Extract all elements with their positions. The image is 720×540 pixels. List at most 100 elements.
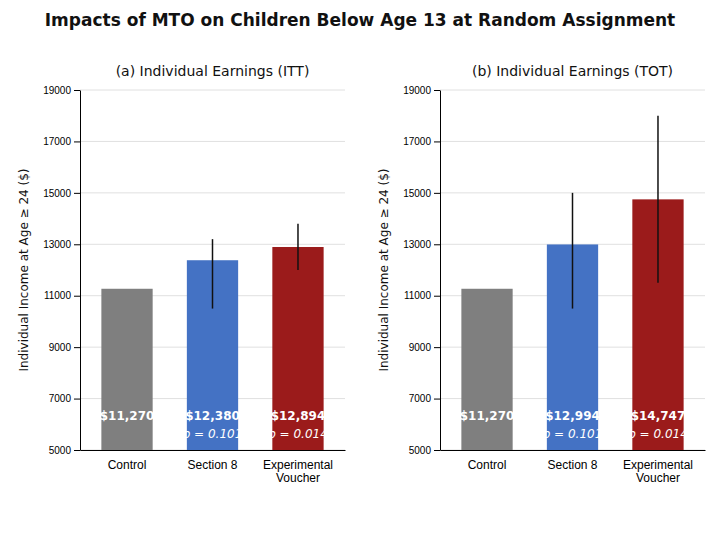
tick: 15000 <box>43 188 80 199</box>
tick-label: 19000 <box>403 85 431 96</box>
panel: 5000 7000 9000 11000 13000 15000 17000 19000 Con… <box>377 63 706 485</box>
tick: ExperimentalVoucher <box>623 450 693 485</box>
error-bar <box>572 193 574 309</box>
data-label: $11,270 <box>460 409 515 423</box>
tick-label: ExperimentalVoucher <box>623 458 693 486</box>
tick-label: Control <box>468 458 507 472</box>
tick-mark <box>434 399 440 400</box>
tick-mark <box>434 193 440 194</box>
tick: 11000 <box>44 290 80 301</box>
error-bar <box>212 239 214 308</box>
grid-line <box>440 141 705 142</box>
tick-label: 5000 <box>409 445 432 456</box>
tick-label: Control <box>108 458 147 472</box>
grid-line <box>80 192 345 193</box>
tick: Section 8 <box>187 450 237 472</box>
tick-label: Section 8 <box>187 458 237 472</box>
grid <box>80 90 345 450</box>
annotation: p = 0.101 <box>182 427 243 441</box>
data-label: $14,747 <box>631 409 686 423</box>
axis-line <box>441 450 706 451</box>
tick-label: 19000 <box>43 85 71 96</box>
tick-label: 9000 <box>409 342 432 353</box>
grid <box>440 90 705 450</box>
subplot-title: (a) Individual Earnings (ITT) <box>116 63 310 79</box>
data-label: $12,894 <box>271 409 326 423</box>
error-bar <box>297 224 299 270</box>
marks <box>461 116 683 450</box>
tick-mark <box>434 347 440 348</box>
axis-line <box>80 91 81 451</box>
tick: 9000 <box>409 342 440 353</box>
tick: 17000 <box>43 136 80 147</box>
axis-title: Individual Income at Age ≥ 24 ($) <box>17 168 31 371</box>
tick-mark <box>74 399 80 400</box>
y-axis: 5000 7000 9000 11000 13000 15000 17000 19000 <box>43 85 80 456</box>
x-axis: Control Section 8 ExperimentalVoucher <box>441 450 706 485</box>
annotation: p = 0.014 <box>627 427 688 441</box>
tick: 19000 <box>43 85 80 96</box>
bar <box>101 289 152 450</box>
tick-mark <box>74 141 80 142</box>
subplot-title: (b) Individual Earnings (TOT) <box>472 63 673 79</box>
tick-mark <box>74 450 80 451</box>
tick: Control <box>108 450 147 472</box>
tick-label: 15000 <box>403 188 431 199</box>
tick-label: 11000 <box>404 290 432 301</box>
tick: ExperimentalVoucher <box>263 450 333 485</box>
axis-title: Individual Income at Age ≥ 24 ($) <box>377 168 391 371</box>
tick: Section 8 <box>547 450 597 472</box>
tick-mark <box>434 141 440 142</box>
data-label: $11,270 <box>100 409 155 423</box>
tick-label: 11000 <box>44 290 72 301</box>
axis-line <box>81 450 346 451</box>
panel: 5000 7000 9000 11000 13000 15000 17000 19000 Con… <box>17 63 346 485</box>
tick-label: 9000 <box>49 342 72 353</box>
grid-line <box>440 90 705 91</box>
tick-mark <box>74 193 80 194</box>
tick-label: Section 8 <box>547 458 597 472</box>
tick: 13000 <box>403 239 440 250</box>
tick: 9000 <box>49 342 80 353</box>
tick-label: 15000 <box>43 188 71 199</box>
tick-mark <box>74 296 80 297</box>
axis-line <box>440 91 441 451</box>
tick: 13000 <box>43 239 80 250</box>
annotation: p = 0.014 <box>267 427 328 441</box>
grid-line <box>80 141 345 142</box>
tick-label: 7000 <box>409 393 432 404</box>
data-label: $12,380 <box>185 409 240 423</box>
tick: 19000 <box>403 85 440 96</box>
tick-mark <box>74 244 80 245</box>
tick: 5000 <box>49 445 80 456</box>
x-axis: Control Section 8 ExperimentalVoucher <box>81 450 346 485</box>
tick-label: 13000 <box>43 239 71 250</box>
tick-mark <box>434 244 440 245</box>
data-label: $12,994 <box>545 409 600 423</box>
tick-label: 17000 <box>43 136 71 147</box>
tick-mark <box>74 347 80 348</box>
tick-mark <box>434 450 440 451</box>
tick-label: 17000 <box>403 136 431 147</box>
annotation: p = 0.101 <box>542 427 603 441</box>
error-bar <box>657 116 659 283</box>
tick: Control <box>468 450 507 472</box>
tick: 11000 <box>404 290 440 301</box>
tick-mark <box>74 90 80 91</box>
tick: 15000 <box>403 188 440 199</box>
tick-mark <box>434 90 440 91</box>
tick-label: ExperimentalVoucher <box>263 458 333 486</box>
chart-root: Impacts of MTO on Children Below Age 13 … <box>0 0 720 540</box>
tick: 7000 <box>409 393 440 404</box>
tick-mark <box>434 296 440 297</box>
tick: 17000 <box>403 136 440 147</box>
tick-label: 13000 <box>403 239 431 250</box>
bar <box>461 289 512 450</box>
grid-line <box>80 90 345 91</box>
y-axis: 5000 7000 9000 11000 13000 15000 17000 19000 <box>403 85 440 456</box>
tick-label: 5000 <box>49 445 72 456</box>
tick: 7000 <box>49 393 80 404</box>
tick: 5000 <box>409 445 440 456</box>
tick-label: 7000 <box>49 393 72 404</box>
chart-title: Impacts of MTO on Children Below Age 13 … <box>45 10 675 30</box>
